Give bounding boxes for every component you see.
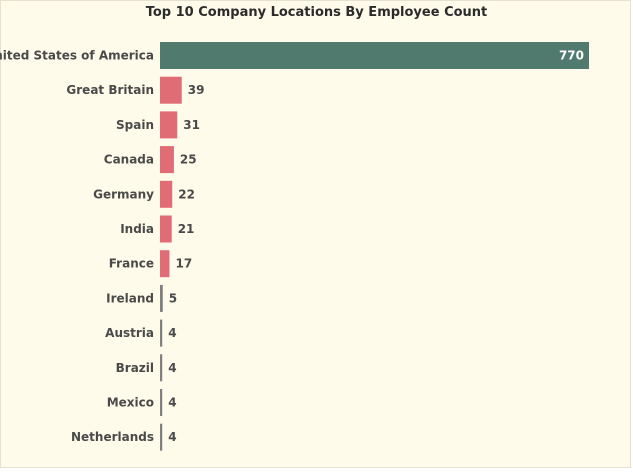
bar[interactable] [160,354,163,382]
category-label: France [109,257,154,271]
category-label: Brazil [116,361,154,375]
bar[interactable] [160,42,589,69]
bar[interactable] [160,180,173,208]
value-label: 4 [168,430,176,444]
category-label: Canada [104,153,154,167]
value-label: 25 [180,153,197,167]
value-label: 4 [168,396,176,410]
value-label: 5 [169,291,177,305]
value-label: 22 [178,187,195,201]
category-label: Ireland [106,291,154,305]
category-label: United States of America [0,49,154,63]
bar[interactable] [160,389,163,416]
value-label: 4 [168,326,176,340]
category-label: Netherlands [71,430,154,444]
value-label: 21 [178,222,195,236]
bar[interactable] [160,319,163,347]
bar[interactable] [160,146,174,174]
value-label: 39 [188,83,205,97]
value-label: 31 [183,118,200,132]
bar[interactable] [160,215,172,243]
chart-title: Top 10 Company Locations By Employee Cou… [145,5,488,20]
value-label: 4 [168,361,176,375]
bar[interactable] [160,284,163,312]
value-label: 770 [559,49,584,63]
category-label: Austria [105,326,154,340]
category-label: Mexico [107,396,154,410]
bar[interactable] [160,250,170,278]
bar[interactable] [160,423,163,451]
value-label: 17 [175,257,192,271]
category-label: India [120,222,154,236]
category-label: Germany [93,187,154,201]
category-label: Spain [116,118,154,132]
bar[interactable] [160,76,182,104]
bar[interactable] [160,111,178,139]
category-label: Great Britain [66,83,154,97]
